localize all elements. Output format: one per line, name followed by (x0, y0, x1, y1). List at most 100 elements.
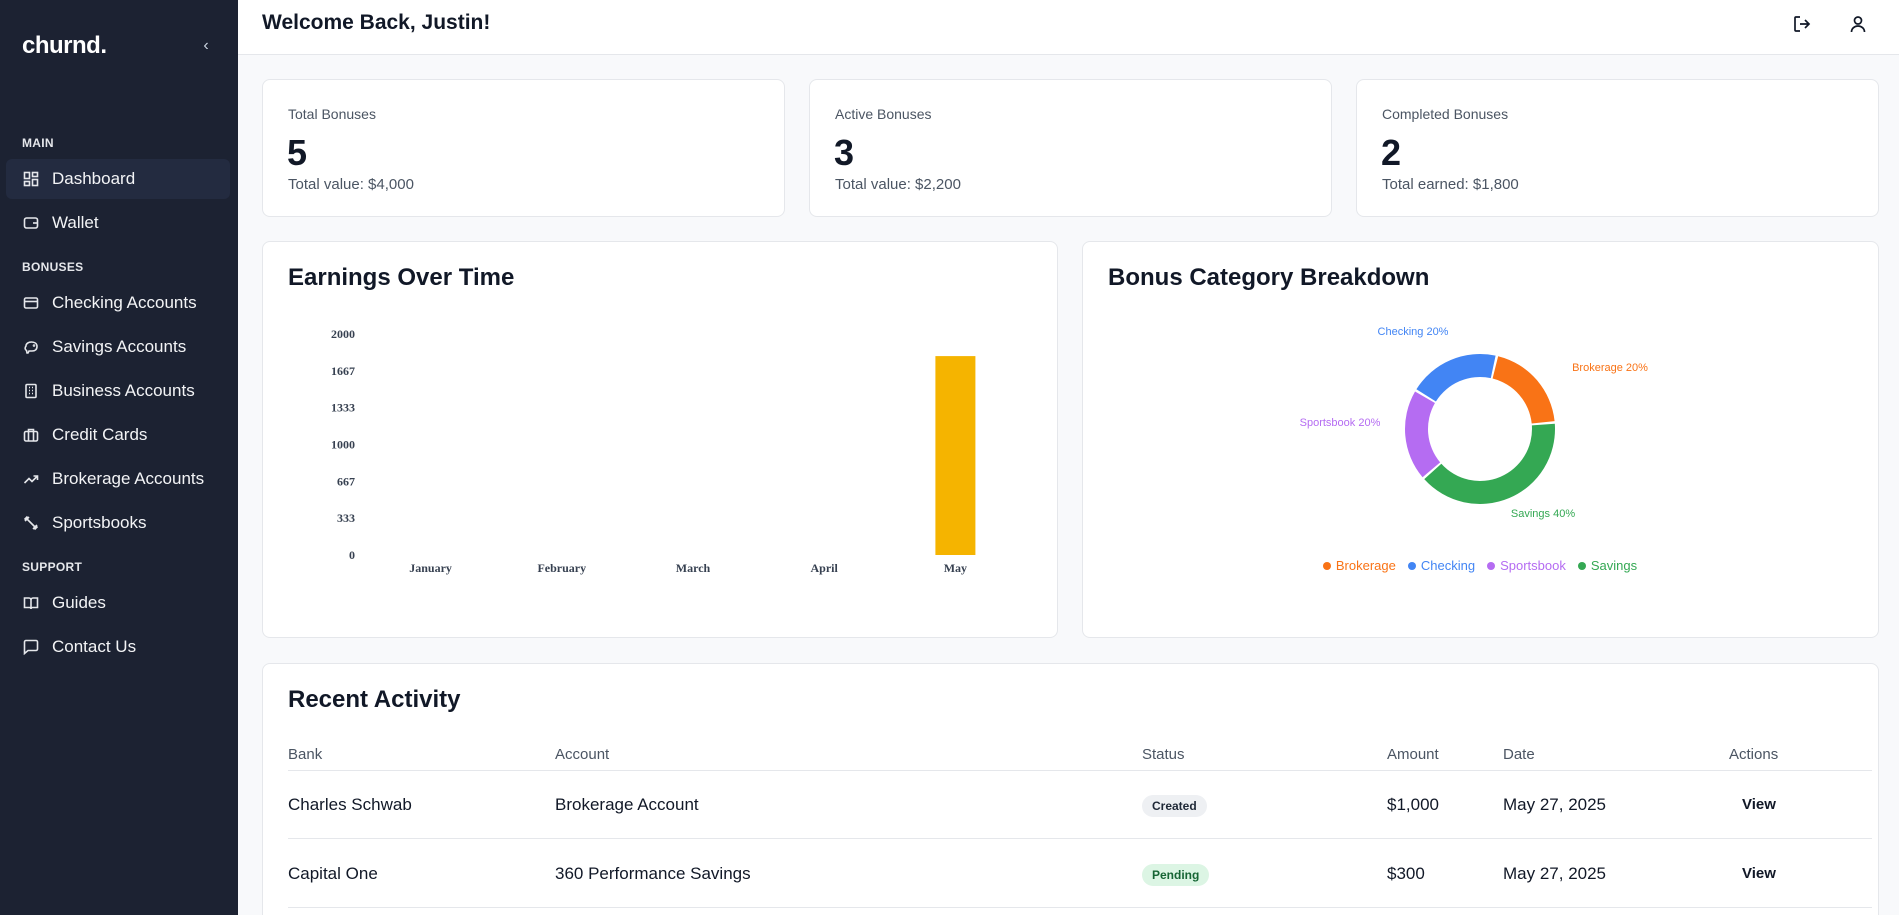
slice-label-sportsbook: Sportsbook 20% (1300, 417, 1381, 429)
stat-card-completed-bonuses: Completed Bonuses 2 Total earned: $1,800 (1356, 79, 1879, 217)
sidebar-item-business-accounts[interactable]: Business Accounts (6, 371, 230, 411)
sidebar-item-label: Guides (52, 593, 106, 612)
column-header-date: Date (1503, 746, 1535, 763)
section-label-main: MAIN (22, 136, 54, 150)
stat-title: Completed Bonuses (1382, 106, 1509, 122)
earnings-chart-title: Earnings Over Time (288, 264, 515, 291)
legend-label: Sportsbook (1500, 558, 1566, 573)
legend-dot (1322, 561, 1331, 570)
cell-account: 360 Performance Savings (555, 864, 751, 883)
status-badge: Created (1142, 795, 1207, 817)
piggy-bank-icon (22, 338, 40, 356)
slice-savings (1424, 423, 1555, 504)
bar-may (935, 356, 976, 555)
sidebar-item-wallet[interactable]: Wallet (6, 203, 230, 243)
column-header-status: Status (1142, 746, 1185, 763)
legend-item-checking[interactable]: Checking (1407, 558, 1476, 573)
sidebar-item-dashboard[interactable]: Dashboard (6, 159, 230, 199)
breakdown-chart-card: Bonus Category Breakdown Brokerage 20% Sa… (1082, 241, 1879, 638)
sidebar-item-contact-us[interactable]: Contact Us (6, 627, 230, 667)
slice-label-savings: Savings 40% (1511, 508, 1575, 520)
stat-card-active-bonuses: Active Bonuses 3 Total value: $2,200 (809, 79, 1332, 217)
credit-card-icon (22, 294, 40, 312)
x-tick-label: April (811, 561, 839, 575)
stat-value: 2 (1381, 132, 1402, 173)
sidebar-item-label: Brokerage Accounts (52, 469, 205, 488)
breakdown-chart-title: Bonus Category Breakdown (1108, 264, 1430, 291)
legend-label: Checking (1420, 558, 1476, 573)
legend-item-savings[interactable]: Savings (1577, 558, 1638, 573)
column-header-account: Account (555, 746, 610, 763)
stat-value: 5 (287, 132, 308, 173)
sidebar: churnd. ‹ MAIN Dashboard Wallet BONUSES … (0, 0, 238, 915)
sidebar-item-guides[interactable]: Guides (6, 583, 230, 623)
view-button[interactable]: View (1742, 865, 1776, 882)
chevron-left-icon[interactable]: ‹ (203, 37, 209, 54)
section-label-support: SUPPORT (22, 560, 83, 574)
dumbbell-icon (22, 514, 40, 532)
legend-dot (1407, 561, 1416, 570)
chart-legend: Brokerage Checking Sportsbook Savings (1083, 558, 1877, 573)
status-badge: Pending (1142, 864, 1210, 886)
y-tick-label: 2000 (331, 327, 355, 341)
earnings-chart-card: Earnings Over Time 0 333 667 1000 1333 1667 20… (262, 241, 1058, 638)
sidebar-item-label: Dashboard (52, 169, 136, 188)
view-button[interactable]: View (1742, 796, 1776, 813)
stat-title: Active Bonuses (835, 106, 932, 122)
x-tick-label: January (409, 561, 452, 575)
sidebar-item-credit-cards[interactable]: Credit Cards (6, 415, 230, 455)
sidebar-item-label: Contact Us (52, 637, 137, 656)
slice-label-brokerage: Brokerage 20% (1572, 362, 1648, 374)
cell-amount: $1,000 (1387, 795, 1439, 814)
sidebar-item-label: Savings Accounts (52, 337, 187, 356)
column-header-actions: Actions (1729, 746, 1779, 763)
slice-sportsbook (1405, 391, 1441, 478)
log-out-icon[interactable] (1790, 12, 1814, 36)
column-header-bank: Bank (288, 746, 323, 763)
cell-bank: Charles Schwab (288, 795, 412, 814)
sidebar-item-label: Credit Cards (52, 425, 148, 444)
book-open-icon (22, 594, 40, 612)
y-tick-label: 1667 (331, 364, 355, 378)
legend-dot (1487, 561, 1496, 570)
user-icon[interactable] (1846, 12, 1870, 36)
legend-item-brokerage[interactable]: Brokerage (1322, 558, 1396, 573)
briefcase-icon (22, 426, 40, 444)
sidebar-item-sportsbooks[interactable]: Sportsbooks (6, 503, 230, 543)
legend-item-sportsbook[interactable]: Sportsbook (1487, 558, 1566, 573)
sidebar-item-checking-accounts[interactable]: Checking Accounts (6, 283, 230, 323)
stat-title: Total Bonuses (288, 106, 376, 122)
category-donut-chart: Brokerage 20% Savings 40% Sportsbook 20% Ch… (1300, 326, 1648, 520)
sidebar-item-label: Business Accounts (52, 381, 195, 400)
brand-logo: churnd. (22, 32, 107, 59)
recent-activity-card: Recent Activity Bank Account Status Amou… (262, 663, 1879, 915)
sidebar-item-brokerage-accounts[interactable]: Brokerage Accounts (6, 459, 230, 499)
y-tick-label: 667 (337, 474, 355, 488)
cell-date: May 27, 2025 (1503, 864, 1607, 883)
recent-activity-title: Recent Activity (288, 686, 461, 713)
top-header: Welcome Back, Justin! (238, 0, 1899, 55)
sidebar-item-label: Sportsbooks (52, 513, 147, 532)
sidebar-item-label: Checking Accounts (52, 293, 197, 312)
building-icon (22, 382, 40, 400)
slice-brokerage (1492, 356, 1555, 424)
x-tick-label: February (537, 561, 586, 575)
legend-label: Brokerage (1335, 558, 1396, 573)
dashboard-grid-icon (22, 170, 40, 188)
sidebar-item-label: Wallet (52, 213, 99, 232)
stat-subtext: Total value: $2,200 (835, 176, 961, 193)
row-divider (288, 907, 1872, 908)
y-tick-label: 333 (337, 511, 355, 525)
cell-bank: Capital One (288, 864, 378, 883)
wallet-icon (22, 214, 40, 232)
cell-amount: $300 (1387, 864, 1425, 883)
cell-account: Brokerage Account (555, 795, 699, 814)
stat-subtext: Total value: $4,000 (288, 176, 414, 193)
sidebar-item-savings-accounts[interactable]: Savings Accounts (6, 327, 230, 367)
column-header-amount: Amount (1387, 746, 1439, 763)
slice-checking (1416, 354, 1496, 402)
y-tick-label: 1333 (331, 401, 355, 415)
legend-label: Savings (1590, 558, 1638, 573)
page-title: Welcome Back, Justin! (262, 11, 491, 34)
x-tick-label: March (676, 561, 711, 575)
